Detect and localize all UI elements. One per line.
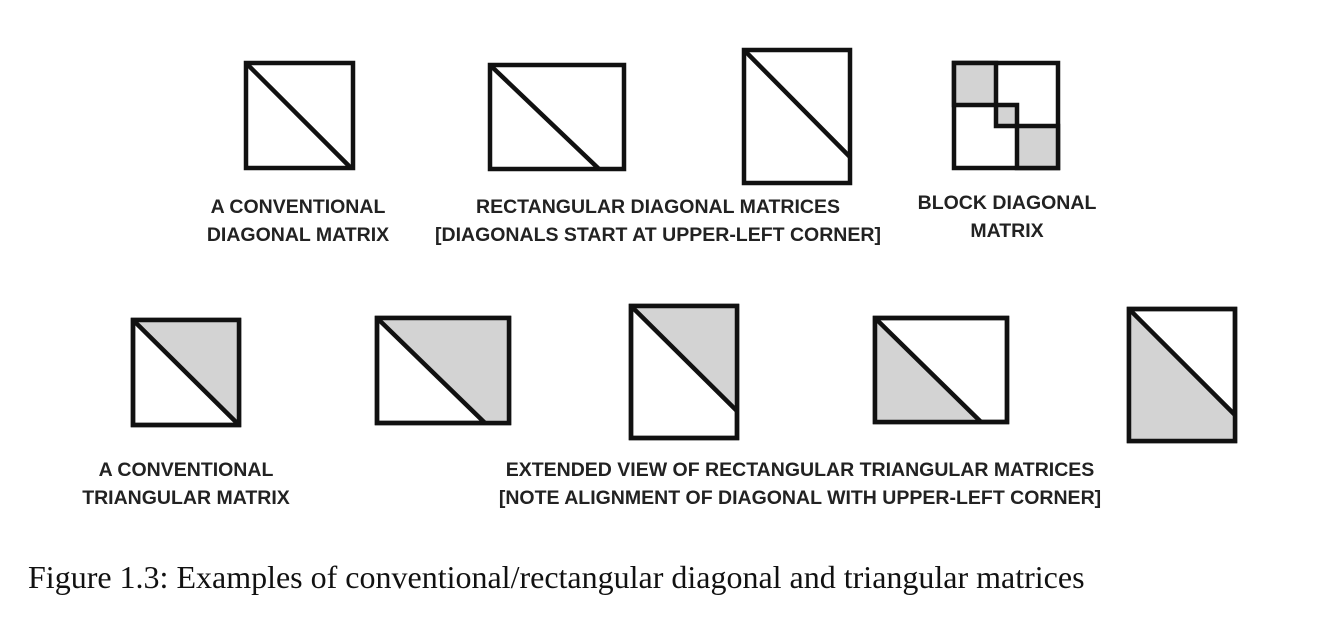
label-line: DIAGONAL MATRIX (206, 224, 390, 246)
label-line: MATRIX (970, 220, 1044, 242)
label-line: A CONVENTIONAL (98, 459, 274, 481)
label-line: [NOTE ALIGNMENT OF DIAGONAL WITH UPPER-L… (498, 487, 1102, 509)
label-line: EXTENDED VIEW OF RECTANGULAR TRIANGULAR … (505, 459, 1095, 481)
rectangular-diagonal-matrix-tall (741, 47, 853, 186)
label-line: BLOCK DIAGONAL (917, 192, 1097, 214)
rectangular-lower-triangular-tall (1126, 306, 1238, 444)
figure-caption: Figure 1.3: Examples of conventional/rec… (28, 559, 1085, 595)
conventional-triangular-matrix (130, 317, 242, 428)
label-line: [DIAGONALS START AT UPPER-LEFT CORNER] (435, 224, 881, 246)
label-line: A CONVENTIONAL (210, 196, 386, 218)
rectangular-upper-triangular-tall (628, 303, 740, 441)
label-rectangular-diagonal: RECTANGULAR DIAGONAL MATRICES [DIAGONALS… (430, 193, 886, 249)
conventional-diagonal-matrix (243, 60, 356, 171)
label-line: TRIANGULAR MATRIX (82, 487, 290, 509)
rectangular-upper-triangular-wide (374, 315, 512, 426)
rectangular-diagonal-matrix-wide (487, 62, 627, 172)
rectangular-lower-triangular-wide (872, 315, 1010, 425)
label-conventional-triangular: A CONVENTIONAL TRIANGULAR MATRIX (76, 456, 296, 512)
block-diagonal-matrix (951, 60, 1061, 171)
label-rectangular-triangular: EXTENDED VIEW OF RECTANGULAR TRIANGULAR … (470, 456, 1130, 512)
label-block-diagonal: BLOCK DIAGONAL MATRIX (907, 189, 1107, 245)
label-line: RECTANGULAR DIAGONAL MATRICES (476, 196, 840, 218)
label-conventional-diagonal: A CONVENTIONAL DIAGONAL MATRIX (198, 193, 398, 249)
